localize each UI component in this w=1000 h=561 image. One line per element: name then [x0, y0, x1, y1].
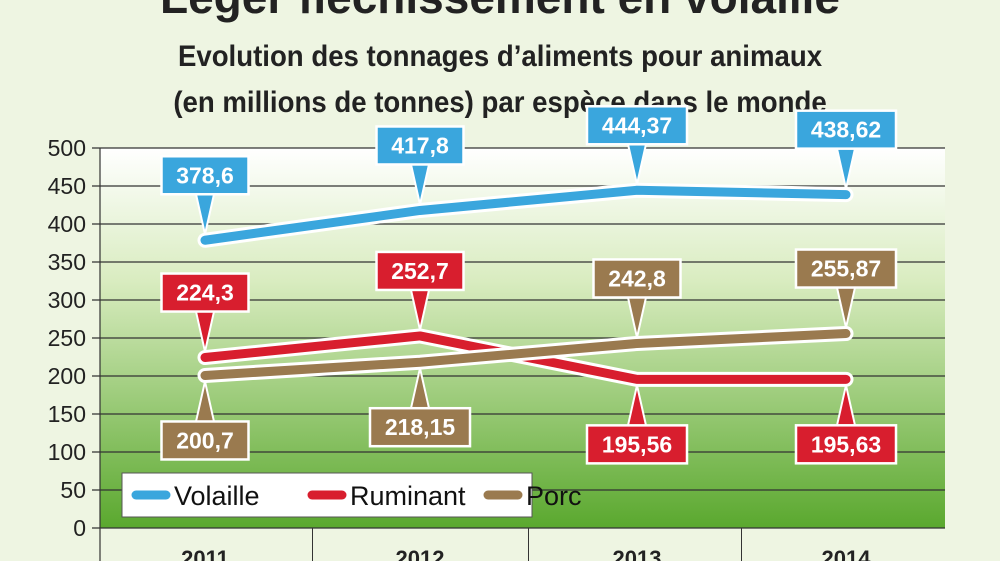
data-label: 378,6 — [160, 155, 250, 235]
data-label-text: 195,56 — [602, 431, 672, 457]
data-label: 444,37 — [585, 105, 689, 185]
legend-label: Ruminant — [350, 481, 466, 511]
y-tick-label: 150 — [48, 401, 86, 427]
data-label: 252,7 — [375, 250, 465, 331]
data-label: 255,87 — [794, 248, 898, 328]
x-tick-label: 2014 — [822, 546, 872, 561]
data-label: 224,3 — [160, 272, 250, 352]
chart-subtitle-line-2: (en millions de tonnes) par espèce dans … — [173, 86, 827, 119]
data-label-text: 255,87 — [811, 256, 881, 282]
y-tick-label: 500 — [48, 135, 86, 161]
y-tick-label: 300 — [48, 287, 86, 313]
data-label-text: 438,62 — [811, 117, 881, 143]
y-tick-label: 100 — [48, 439, 86, 465]
data-label-text: 444,37 — [602, 112, 672, 138]
data-label-text: 224,3 — [176, 280, 234, 306]
data-label-text: 252,7 — [391, 258, 449, 284]
y-tick-label: 0 — [73, 515, 86, 541]
data-label-text: 218,15 — [385, 414, 456, 440]
series-line-volaille — [200, 185, 851, 245]
x-tick-label: 2012 — [396, 546, 445, 561]
y-tick-label: 400 — [48, 211, 86, 237]
y-tick-label: 450 — [48, 173, 86, 199]
y-tick-label: 350 — [48, 249, 86, 275]
data-label: 195,56 — [585, 385, 689, 465]
data-label: 218,15 — [368, 367, 472, 448]
data-label-text: 195,63 — [811, 431, 881, 457]
data-label: 195,63 — [794, 385, 898, 465]
y-tick-label: 200 — [48, 363, 86, 389]
headline: Léger fléchissement en volaille — [0, 0, 1000, 24]
legend-label: Volaille — [174, 481, 260, 511]
series-line-porc — [200, 329, 851, 380]
legend: Volaille Ruminant Porc — [121, 472, 582, 518]
y-tick-label: 250 — [48, 325, 86, 351]
data-label: 438,62 — [794, 109, 898, 189]
chart-subtitle-line-1: Evolution des tonnages d’aliments pour a… — [177, 40, 823, 73]
legend-label: Porc — [526, 481, 582, 511]
data-label-text: 242,8 — [608, 265, 666, 291]
data-label-text: 417,8 — [391, 132, 449, 158]
data-label-text: 200,7 — [176, 427, 234, 453]
data-label-text: 378,6 — [176, 162, 234, 188]
data-label: 417,8 — [375, 125, 465, 205]
data-label: 242,8 — [592, 258, 682, 338]
x-tick-label: 2013 — [613, 546, 662, 561]
data-label: 200,7 — [160, 381, 250, 461]
x-tick-label: 2011 — [181, 546, 229, 561]
y-tick-label: 50 — [60, 477, 86, 503]
